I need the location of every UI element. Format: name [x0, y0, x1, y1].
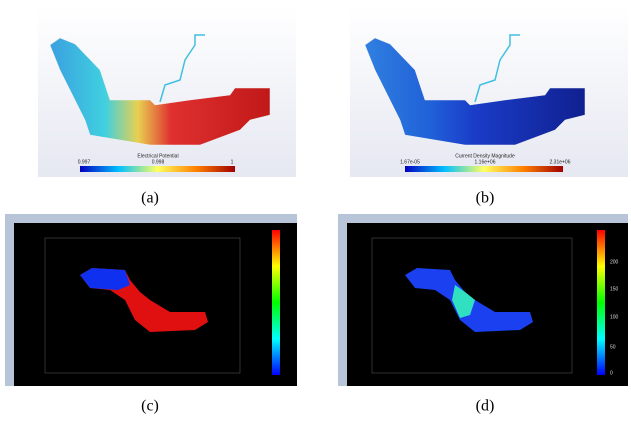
potential-map: [49, 37, 271, 146]
colorbar-tick: 150: [610, 286, 619, 292]
frame: [371, 237, 573, 374]
colorbar-tick: 50: [610, 344, 616, 350]
frame: [44, 237, 241, 374]
colorbar-title: Electrical Potential: [137, 153, 178, 159]
colorbar-tick: 100: [610, 314, 619, 320]
caption: (b): [476, 190, 495, 207]
colorbar-tick: 1.16e+06: [475, 159, 496, 165]
colorbar: [405, 166, 563, 172]
current-density-map: [452, 285, 475, 318]
colorbar-tick: 2.31e+06: [550, 159, 571, 165]
wire: [474, 34, 520, 103]
caption: (d): [476, 398, 495, 415]
wire: [159, 34, 205, 103]
colorbar-title: Current Density Magnitude: [455, 153, 515, 159]
panel-background: [5, 214, 297, 386]
caption: (c): [141, 398, 159, 415]
current-density-map: [364, 37, 586, 146]
potential-map: [80, 268, 130, 290]
ruler: [5, 214, 297, 223]
colorbar-tick: 1.67e-05: [400, 159, 420, 165]
colorbar: [80, 166, 235, 172]
panel-background: [338, 214, 628, 386]
ruler: [5, 214, 14, 386]
colorbar-tick: 0.998: [152, 159, 165, 165]
colorbar: [597, 230, 605, 375]
ruler: [338, 214, 347, 386]
caption: (a): [141, 190, 159, 207]
colorbar-tick: 0.997: [78, 159, 91, 165]
colorbar-tick: 200: [610, 259, 619, 265]
colorbar-tick: 0: [610, 370, 613, 376]
ruler: [338, 214, 628, 223]
colorbar-tick: 1: [231, 159, 234, 165]
colorbar: [272, 230, 280, 375]
